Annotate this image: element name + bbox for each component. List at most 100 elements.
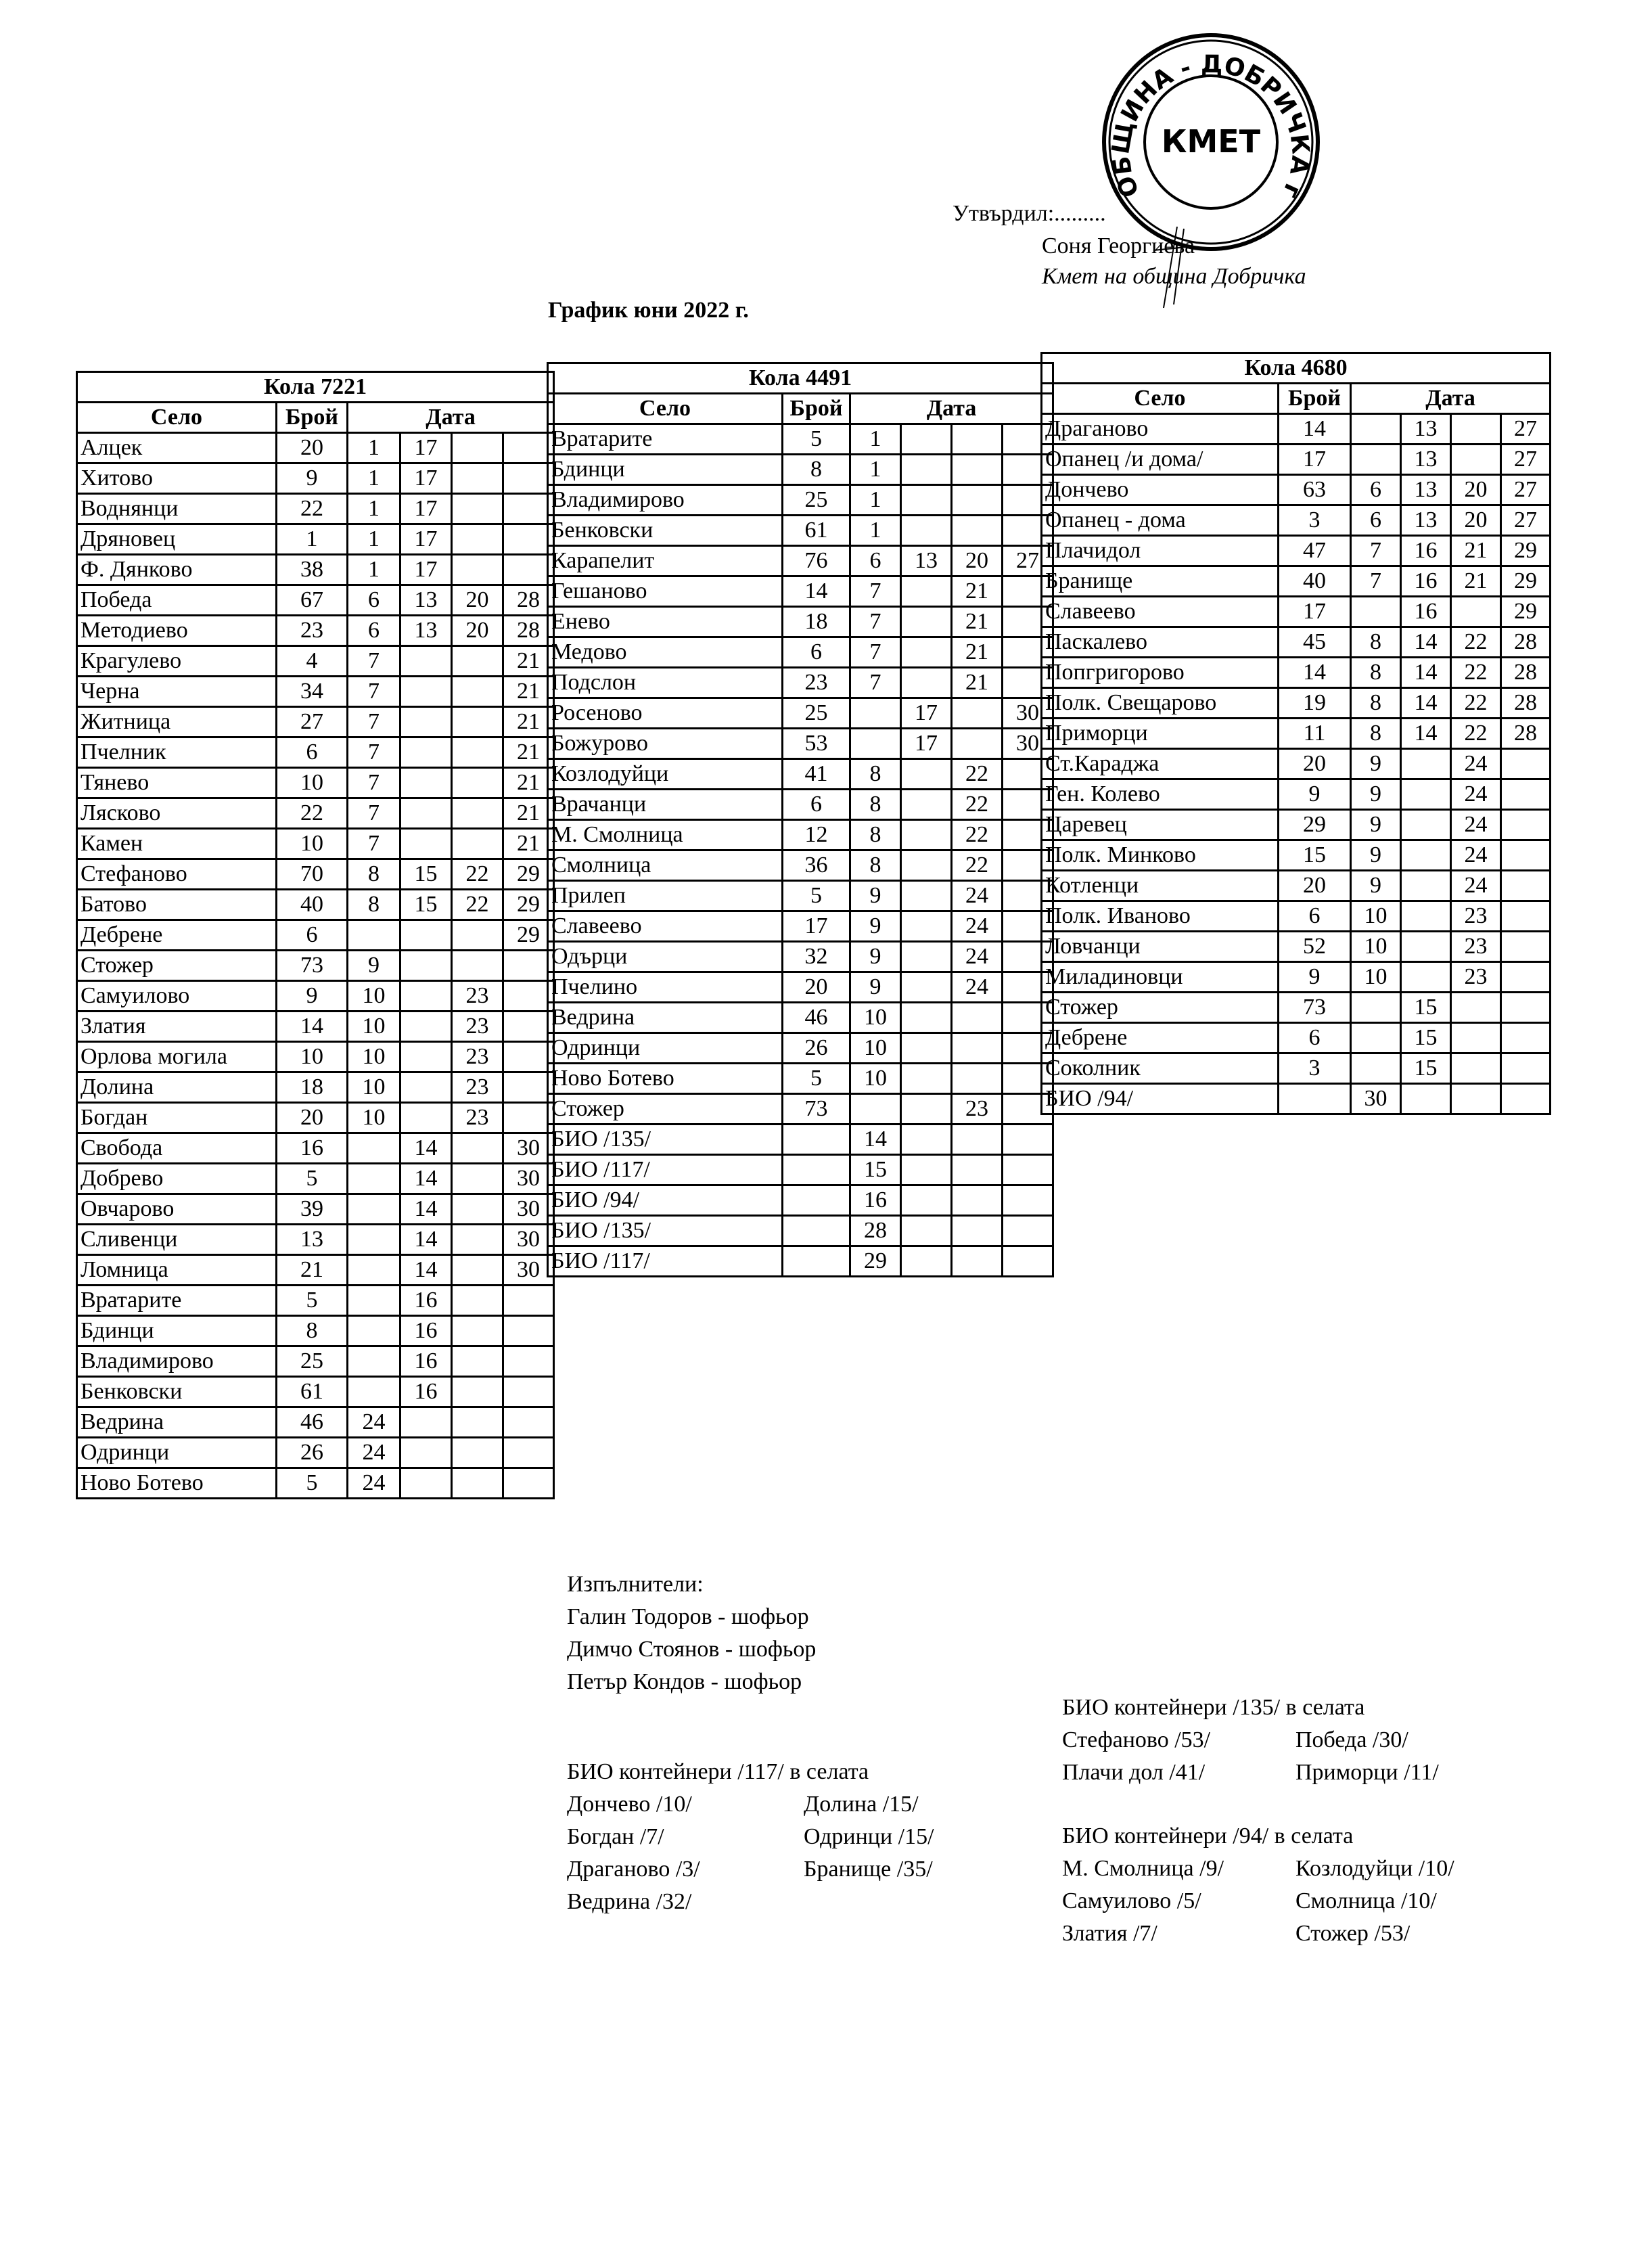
date-cell: 29 xyxy=(849,1245,902,1277)
table-row: Приморци 11 8 14 22 28 xyxy=(1040,717,1552,750)
village-cell: Миладиновци xyxy=(1040,961,1279,993)
bio-item: Драганово /3/ xyxy=(567,1857,700,1882)
date-cell: 15 xyxy=(399,888,453,921)
table-row: Ловчанци 52 10 23 xyxy=(1040,930,1552,963)
date-cell xyxy=(1450,443,1502,476)
village-cell: Сливенци xyxy=(76,1223,277,1256)
date-cell: 22 xyxy=(950,849,1003,882)
village-cell: Алцек xyxy=(76,432,277,464)
table-row: Плачидол 47 7 16 21 29 xyxy=(1040,535,1552,567)
date-cell xyxy=(1350,1022,1402,1054)
date-cell: 24 xyxy=(950,940,1003,973)
village-cell: Хитово xyxy=(76,462,277,495)
table-row: Полк. Иваново 6 10 23 xyxy=(1040,900,1552,932)
count-cell: 10 xyxy=(275,767,348,799)
date-cell: 16 xyxy=(399,1376,453,1408)
date-cell xyxy=(1400,961,1452,993)
date-cell xyxy=(451,645,504,677)
date-cell: 1 xyxy=(849,453,902,486)
count-cell: 46 xyxy=(275,1406,348,1438)
date-cell xyxy=(451,919,504,951)
document-title: График юни 2022 г. xyxy=(548,298,749,323)
column-header-village: Село xyxy=(1040,382,1279,415)
table-row: М. Смолница 12 8 22 xyxy=(547,819,1055,851)
table-row: БИО /94/16 xyxy=(547,1184,1055,1217)
date-cell: 8 xyxy=(1350,687,1402,719)
date-cell: 7 xyxy=(346,767,401,799)
date-cell: 9 xyxy=(1350,869,1402,902)
table-row: Врачанци 6 8 22 xyxy=(547,788,1055,821)
date-cell: 20 xyxy=(1450,504,1502,537)
date-cell: 13 xyxy=(1400,504,1452,537)
count-cell: 14 xyxy=(275,1010,348,1043)
village-cell: Ст.Караджа xyxy=(1040,748,1279,780)
table-header-row: Село Брой Дата xyxy=(76,401,555,434)
date-cell: 8 xyxy=(1350,656,1402,689)
date-cell xyxy=(399,827,453,860)
date-cell xyxy=(399,980,453,1012)
date-cell xyxy=(399,949,453,982)
village-cell: Полк. Свещарово xyxy=(1040,687,1279,719)
date-cell: 24 xyxy=(950,971,1003,1003)
date-cell xyxy=(451,1315,504,1347)
date-cell: 20 xyxy=(451,584,504,616)
table-row: Крагулево 4 7 21 xyxy=(76,645,555,677)
date-cell: 20 xyxy=(451,614,504,647)
table-title: Кола 7221 xyxy=(75,371,555,403)
count-cell: 18 xyxy=(781,606,851,638)
table-row: Славеево 17 16 29 xyxy=(1040,595,1552,628)
date-cell: 15 xyxy=(849,1154,902,1186)
village-cell: Царевец xyxy=(1040,809,1279,841)
date-cell: 28 xyxy=(1499,687,1552,719)
date-cell xyxy=(451,1467,504,1499)
count-cell: 4 xyxy=(275,645,348,677)
table-row: Опанец /и дома/17 13 27 xyxy=(1040,443,1552,476)
table-row: Росеново 25 17 30 xyxy=(547,697,1055,729)
date-cell: 21 xyxy=(950,606,1003,638)
count-cell: 73 xyxy=(1277,991,1352,1024)
table-row: Владимирово 25 16 xyxy=(76,1345,555,1378)
village-cell: Долина xyxy=(76,1071,277,1104)
bio-117-block: БИО контейнери /117/ в селата Дончево /1… xyxy=(567,1756,986,1918)
count-cell: 40 xyxy=(1277,565,1352,597)
count-cell: 5 xyxy=(781,423,851,455)
count-cell: 73 xyxy=(781,1093,851,1125)
date-cell xyxy=(1350,443,1402,476)
date-cell: 1 xyxy=(849,514,902,547)
village-cell: Добрево xyxy=(76,1162,277,1195)
date-cell xyxy=(900,1245,953,1277)
date-cell: 14 xyxy=(399,1132,453,1164)
date-cell xyxy=(1450,413,1502,445)
village-cell: Опанец - дома xyxy=(1040,504,1279,537)
date-cell xyxy=(900,606,953,638)
date-cell xyxy=(1001,1154,1055,1186)
column-header-count: Брой xyxy=(781,392,851,425)
date-cell xyxy=(1499,991,1552,1024)
date-cell xyxy=(1450,1083,1502,1115)
village-cell: Стожер xyxy=(76,949,277,982)
count-cell: 5 xyxy=(781,1062,851,1095)
table-row: Дебрене 6 15 xyxy=(1040,1022,1552,1054)
date-cell xyxy=(900,453,953,486)
date-cell xyxy=(950,453,1003,486)
village-cell: Бранище xyxy=(1040,565,1279,597)
village-cell: Тянево xyxy=(76,767,277,799)
table-row: Медово 6 7 21 xyxy=(547,636,1055,668)
bio-item: Златия /7/ xyxy=(1062,1921,1157,1946)
village-cell: М. Смолница xyxy=(547,819,783,851)
date-cell xyxy=(451,706,504,738)
village-cell: Паскалево xyxy=(1040,626,1279,658)
table-row: Бенковски 61 1 xyxy=(547,514,1055,547)
date-cell: 7 xyxy=(1350,535,1402,567)
date-cell xyxy=(900,484,953,516)
table-row: Котленци 20 9 24 xyxy=(1040,869,1552,902)
date-cell: 7 xyxy=(849,606,902,638)
count-cell: 20 xyxy=(1277,748,1352,780)
village-cell: БИО /135/ xyxy=(547,1215,783,1247)
date-cell: 17 xyxy=(399,493,453,525)
village-cell: Лясково xyxy=(76,797,277,830)
date-cell: 10 xyxy=(346,1010,401,1043)
date-cell xyxy=(346,1284,401,1317)
date-cell xyxy=(1001,1215,1055,1247)
date-cell: 16 xyxy=(1400,535,1452,567)
